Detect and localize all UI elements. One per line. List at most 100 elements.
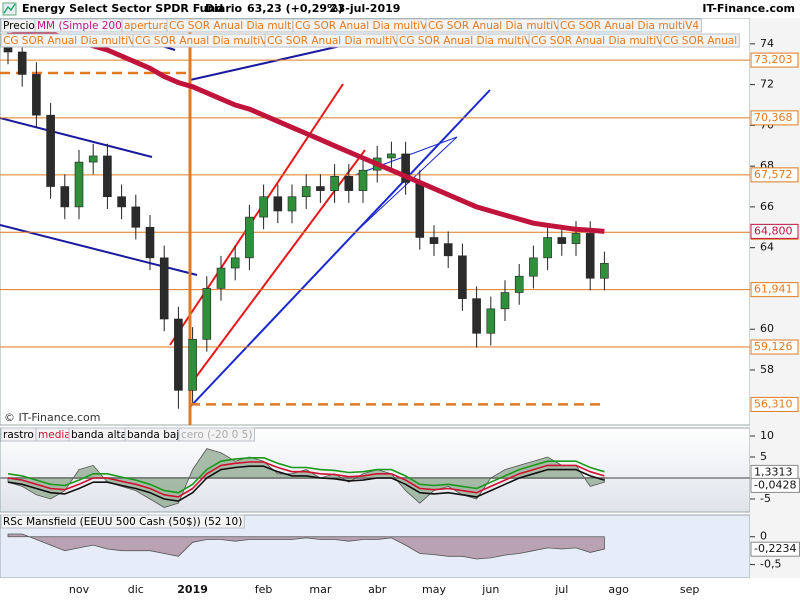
value-label-box [750,396,799,412]
legend-item: CG SOR Anual Dia multiV2 [295,20,434,32]
title: Energy Select Sector SPDR Fund [22,2,223,15]
value-label: 56,310 [754,397,793,410]
legend: rastro media banda alta banda baja cero … [0,427,255,529]
candle-body [174,318,183,391]
candle-body [230,257,240,269]
date: 23-jul-2019 [330,2,400,15]
legend-box [557,18,702,33]
value-label: 70,368 [754,111,793,124]
value-label: -0,0428 [754,478,796,491]
candle-body [415,182,425,238]
value-label-box [750,477,800,493]
candle-body [330,176,339,191]
candle-body [216,267,226,289]
legend-item: Precio [3,20,35,32]
value-label: 64,800 [754,224,793,237]
candle-body [202,288,212,340]
value-label: 67,572 [754,168,793,181]
candle-body [316,186,325,191]
y-tick-label: 0 [760,530,767,543]
candle-body [458,255,467,299]
candle-body [88,155,98,163]
period: Diario [205,2,243,15]
value-label-box [750,541,800,557]
last-price: 63,23 (+0,29%) [247,2,343,15]
x-tick-label: feb [255,583,273,596]
candle-body [443,243,453,257]
candle-body [344,176,354,191]
legend-item: CG SOR Anual Dia multiV8 [399,35,538,47]
x-tick-label: mar [309,583,331,596]
candle-body [287,196,297,212]
candle-body [429,237,439,244]
y-tick-label: -5 [760,492,771,505]
y-tick-label: 60 [760,322,774,335]
value-label-box [750,167,799,183]
value-label: 73,203 [754,53,793,66]
y-tick-label: 66 [760,200,774,213]
watermark: © IT-Finance.com [4,411,101,424]
candle-body [245,216,254,259]
value-label-box [750,339,799,355]
x-tick-label: nov [69,583,90,596]
candle-body [557,237,567,244]
candle-body [585,233,595,279]
value-label: 61,941 [754,283,793,296]
channel [354,136,458,229]
candle-body [472,298,481,334]
y-tick-label: 74 [760,37,774,50]
x-tick-label: 2019 [177,583,208,596]
price-panel [0,17,751,426]
legend-box [0,514,245,529]
legend-item: rastro [3,429,34,441]
line [7,465,605,502]
value-label: 59,126 [754,340,793,353]
legend-item: banda alta [71,429,127,441]
candle-body [131,206,141,228]
title-bar [0,0,800,18]
line [7,29,605,234]
candle-body [17,51,27,75]
value-label: -0,2234 [754,542,796,555]
y-tick-label: 72 [760,78,774,91]
legend-box [178,427,255,442]
trend-line [169,83,344,346]
candle-body [401,153,410,183]
candle-body [188,339,197,391]
candle-body [159,257,169,320]
value-label-box [750,282,799,298]
icon [3,3,16,14]
candle-body [387,153,396,159]
legend: Precio MM (Simple 200) apertura CG SOR A… [0,18,740,48]
price-axis-strip [750,18,800,578]
candle-body [117,196,126,208]
candle-body [32,74,41,116]
candle-body [514,275,524,293]
line [7,461,605,498]
legend-item: CG SOR Anual Dia multiV9 [531,35,670,47]
time-axis [0,578,800,600]
value-label: 1,3313 [754,465,793,478]
plot: 747270686664605873,20370,36867,57264,757… [0,27,800,571]
value-label-box [750,52,799,68]
legend-item: CG SOR Anual Dia multiV3 [428,20,567,32]
candle-body [273,196,283,212]
legend-box [660,33,740,48]
x-tick-label: may [422,583,446,596]
value-label-box [750,110,799,126]
candle-body [60,186,70,208]
trend-line [0,117,153,158]
candle-body [145,226,155,259]
y-tick-label: 10 [760,429,774,442]
line [7,457,605,494]
legend-item: cero (-20 0 5) [181,429,252,441]
legend-item: CG SOR Anual Dia multiV4 [560,20,699,32]
x-tick-label: jul [554,583,568,596]
x-tick-label: ago [608,583,629,596]
legend-item: CG SOR Anual Dia multiV6 [135,35,274,47]
candle-body [543,237,552,259]
candle-body [600,263,609,279]
candle-body [571,233,581,244]
legend-item: CG SOR Anual Dia multiV7 [267,35,406,47]
